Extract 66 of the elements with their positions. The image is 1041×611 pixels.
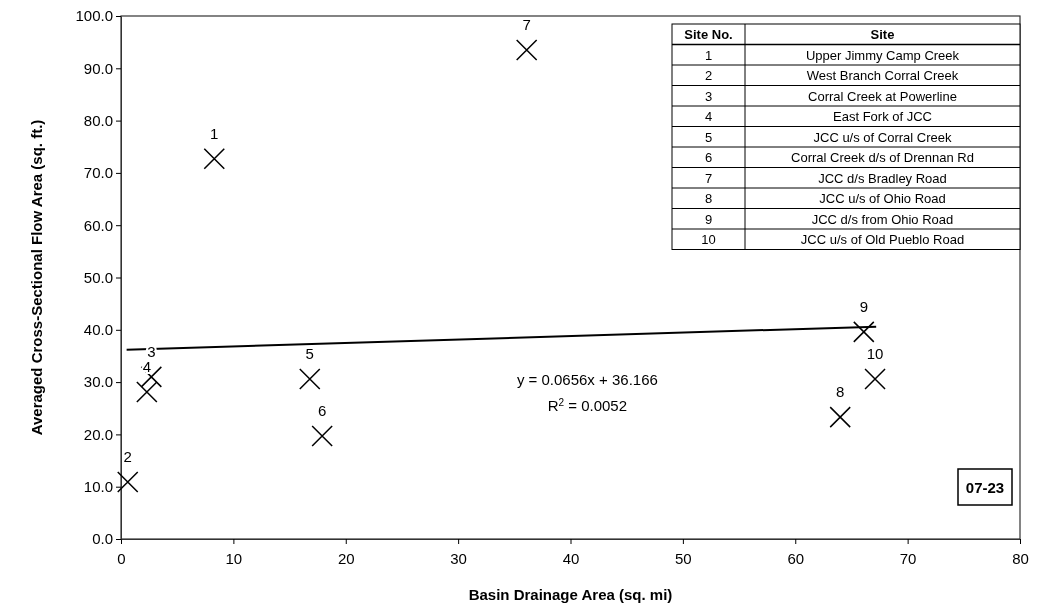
annotation: 6 xyxy=(704,150,713,165)
y-tick-label: 30.0 xyxy=(83,373,113,391)
x-tick-label: 10 xyxy=(225,549,243,567)
point xyxy=(203,148,226,170)
annotation: JCC u/s of Old Pueblo Road xyxy=(800,232,965,247)
point xyxy=(864,368,886,390)
point xyxy=(853,321,875,343)
point xyxy=(829,406,851,428)
annotation: 4 xyxy=(142,358,152,376)
annotation: 10 xyxy=(701,232,716,247)
y-tick-label: 10.0 xyxy=(83,478,113,495)
y-tick-label: 90.0 xyxy=(83,59,113,77)
point xyxy=(311,425,333,447)
y-tick-label: 0.0 xyxy=(92,530,113,548)
annotation: 1 xyxy=(704,47,713,63)
annotation: 7 xyxy=(704,170,713,186)
point xyxy=(116,471,139,493)
annotation: West Branch Corral Creek xyxy=(806,68,959,83)
annotation: Site No. xyxy=(684,27,733,42)
x-tick-label: 0 xyxy=(117,549,126,567)
annotation: Corral Creek at Powerline xyxy=(808,88,957,104)
annotation: 1 xyxy=(210,124,219,142)
x-tick-label: 40 xyxy=(562,549,580,567)
annotation: JCC d/s Bradley Road xyxy=(818,170,947,186)
annotation: 6 xyxy=(317,401,327,419)
y-axis-title: Averaged Cross-Sectional Flow Area (sq. ft.) xyxy=(28,119,45,436)
annotation: Corral Creek d/s of Drennan Rd xyxy=(791,150,974,165)
annotation: JCC u/s of Ohio Road xyxy=(819,191,946,206)
annotation: 2 xyxy=(704,68,713,83)
x-tick-label: 50 xyxy=(675,549,692,567)
annotation: 3 xyxy=(704,88,713,104)
annotation: y = 0.0656x + 36.166 xyxy=(516,370,658,388)
y-tick-label: 100.0 xyxy=(75,7,113,25)
annotation: Upper Jimmy Camp Creek xyxy=(805,47,960,63)
point xyxy=(299,368,321,390)
annotation: 2 xyxy=(123,447,132,465)
annotation: East Fork of JCC xyxy=(833,109,932,124)
x-axis-title: Basin Drainage Area (sq. mi) xyxy=(468,586,673,603)
point xyxy=(515,39,538,61)
annotation: 5 xyxy=(704,129,713,145)
y-tick-label: 20.0 xyxy=(83,425,113,443)
y-tick-label: 60.0 xyxy=(83,216,113,234)
x-tick-label: 30 xyxy=(450,549,467,567)
annotation: 5 xyxy=(305,344,314,362)
annotation: 9 xyxy=(704,211,713,227)
annotation: JCC d/s from Ohio Road xyxy=(811,211,954,227)
y-tick-label: 40.0 xyxy=(83,321,113,339)
annotation: 10 xyxy=(866,344,884,362)
annotation: 9 xyxy=(859,297,868,315)
annotation: 4 xyxy=(704,109,713,124)
y-tick-label: 80.0 xyxy=(83,111,113,129)
x-tick-label: 70 xyxy=(899,549,917,567)
x-tick-label: 80 xyxy=(1012,549,1029,567)
annotation: 7 xyxy=(522,16,531,33)
annotation: 8 xyxy=(704,191,713,206)
annotation: JCC u/s of Corral Creek xyxy=(813,129,952,145)
y-tick-label: 50.0 xyxy=(83,268,113,286)
figure-id-box: 07-23 xyxy=(957,468,1013,506)
x-tick-label: 60 xyxy=(787,549,805,567)
point xyxy=(136,381,158,403)
annotation: 07-23 xyxy=(965,479,1005,496)
annotation: R$^{2}$ = 0.0052 xyxy=(547,396,628,414)
x-tick-label: 20 xyxy=(337,549,355,567)
y-tick-label: 70.0 xyxy=(83,164,113,182)
annotation: Site xyxy=(870,27,895,42)
annotation: 8 xyxy=(836,383,845,401)
